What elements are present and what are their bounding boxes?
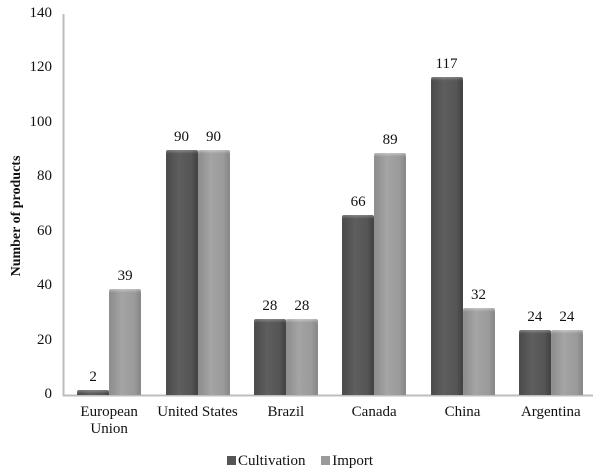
data-label: 89 <box>382 131 398 148</box>
x-category-label: United States <box>157 404 238 420</box>
bar-import <box>197 150 230 395</box>
legend-swatch-import <box>321 456 331 465</box>
bar-cultivation <box>518 329 551 395</box>
x-category-label: Brazil <box>267 404 305 420</box>
y-tick-label: 120 <box>29 59 53 76</box>
data-label: 66 <box>350 194 366 211</box>
data-label: 24 <box>559 308 575 325</box>
x-category-label: China <box>444 404 481 420</box>
bar-import <box>109 288 142 395</box>
legend-item-import: Import <box>321 453 373 469</box>
data-label: 24 <box>527 308 543 325</box>
bar-import <box>462 307 495 395</box>
data-label: 117 <box>435 55 458 72</box>
bar-import <box>285 318 318 395</box>
data-label: 90 <box>206 129 221 146</box>
data-label: 2 <box>89 368 97 385</box>
bar-cultivation <box>342 215 375 395</box>
y-tick-label: 80 <box>37 168 52 185</box>
x-category-label: Canada <box>351 404 397 420</box>
y-tick-label: 100 <box>29 113 53 130</box>
data-label: 28 <box>262 297 278 314</box>
y-tick-label: 20 <box>37 331 52 348</box>
y-tick-label: 40 <box>37 277 52 294</box>
bar-cultivation <box>165 150 198 395</box>
y-axis-label: Number of products <box>9 155 24 277</box>
bar-cultivation <box>253 318 286 395</box>
y-tick-label: 60 <box>37 222 52 239</box>
bar-cultivation <box>77 389 110 395</box>
data-label: 90 <box>174 129 189 146</box>
legend-item-cultivation: Cultivation <box>226 453 305 469</box>
x-category-label: European Union <box>80 404 138 437</box>
legend: Cultivation Import <box>0 453 600 470</box>
legend-swatch-cultivation <box>226 456 236 465</box>
bar-cultivation <box>430 76 463 395</box>
y-tick-label: 0 <box>44 386 53 402</box>
bar-import <box>374 152 407 395</box>
bar-import <box>550 329 583 395</box>
x-category-label: Argentina <box>520 404 581 420</box>
data-label: 39 <box>117 267 133 284</box>
data-label: 32 <box>471 286 486 303</box>
data-label: 28 <box>294 297 310 314</box>
y-tick-label: 140 <box>29 5 53 21</box>
